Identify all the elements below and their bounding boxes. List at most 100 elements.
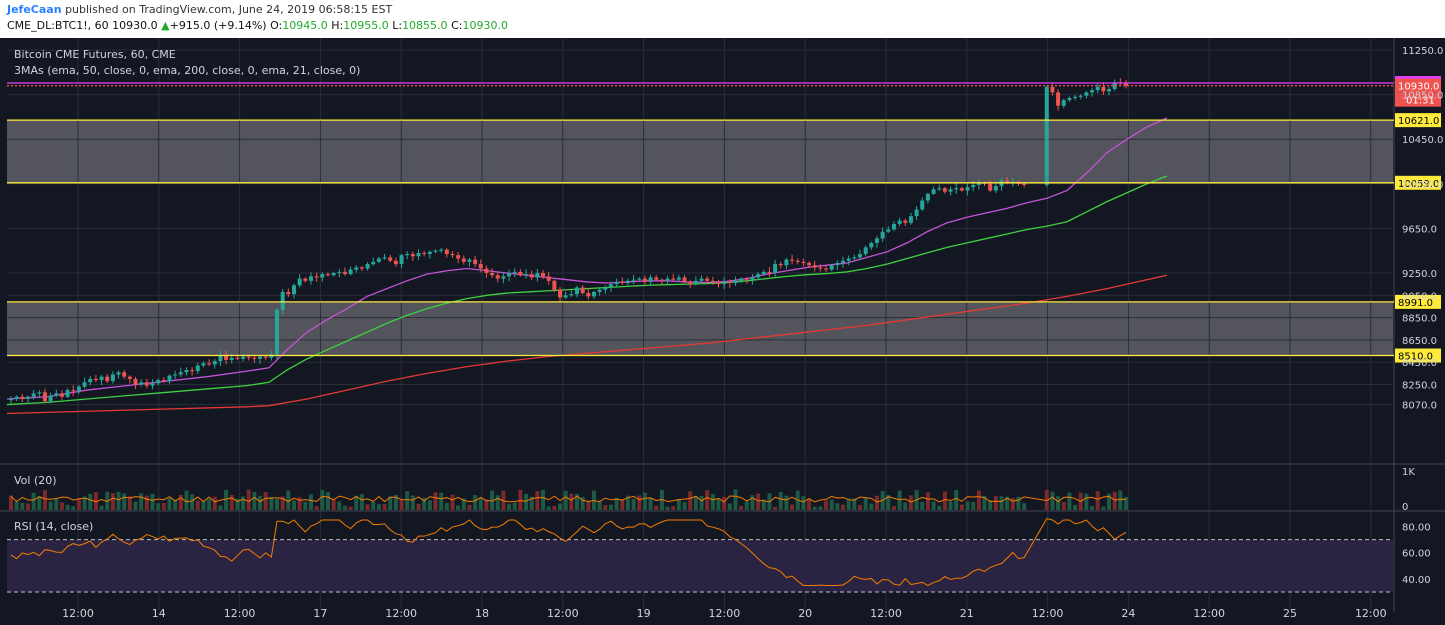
candle-body <box>490 273 495 276</box>
candle-body <box>427 251 432 255</box>
volume-bar <box>399 499 404 510</box>
level-badge-text: 10059.0 <box>1398 179 1439 190</box>
change-arrow: ▲ <box>161 19 170 32</box>
volume-bar <box>761 499 766 510</box>
candle-body <box>608 284 613 288</box>
close-value: 10930.0 <box>462 19 508 32</box>
volume-bar <box>750 495 755 510</box>
ema-50-line <box>6 175 1168 406</box>
volume-bar <box>303 501 308 510</box>
volume-bar <box>614 498 619 510</box>
candle-body <box>597 289 602 292</box>
author-name[interactable]: JefeCaan <box>7 3 62 16</box>
candle-body <box>671 278 676 280</box>
candle-body <box>450 254 455 256</box>
level-badge-3 <box>1395 175 1441 190</box>
volume-bar <box>308 494 313 510</box>
volume-bar <box>1095 491 1100 510</box>
volume-bar <box>801 496 806 510</box>
candle-body <box>337 271 342 273</box>
volume-bar <box>292 500 296 510</box>
levels-layer: 10954.010930.010621.010059.08991.08510.0… <box>7 76 1441 363</box>
volume-bar <box>388 496 393 510</box>
volume-bar <box>931 501 936 510</box>
candle-body <box>1101 86 1106 92</box>
volume-bar <box>863 497 868 510</box>
volume-bar <box>982 495 987 510</box>
volume-bar <box>942 491 947 510</box>
volume-bar <box>144 495 149 510</box>
candle-body <box>416 252 421 257</box>
candle-body <box>693 280 698 285</box>
volume-bar <box>722 496 727 510</box>
candle-body <box>858 254 862 258</box>
candle-body <box>235 357 240 359</box>
volume-bar <box>178 494 183 510</box>
volume-bar <box>42 490 47 510</box>
volume-bar <box>246 489 251 510</box>
candle-body <box>1078 95 1083 97</box>
volume-bar <box>161 503 166 510</box>
candle-body <box>795 260 800 262</box>
volume-bar <box>110 493 115 510</box>
candle-body <box>784 259 789 266</box>
volume-bar <box>710 493 715 510</box>
countdown-text: 01:31 <box>1406 96 1435 107</box>
candle-body <box>405 254 410 256</box>
candle-body <box>252 357 257 359</box>
volume-bar <box>558 503 563 510</box>
candle-body <box>739 278 744 281</box>
volume-bar <box>682 502 687 510</box>
candle-body <box>495 275 500 279</box>
chart-canvas[interactable]: 10954.010930.010621.010059.08991.08510.0… <box>0 38 1445 625</box>
candle-body <box>144 382 149 386</box>
volume-bar <box>671 506 676 510</box>
candle-body <box>110 374 115 382</box>
volume-bar <box>625 495 630 510</box>
volume-bar <box>925 492 930 510</box>
volume-bar <box>59 502 64 510</box>
volume-bar <box>127 496 132 510</box>
candle-body <box>25 396 30 399</box>
volume-bar <box>993 496 998 510</box>
candle-body <box>937 188 942 190</box>
candle-body <box>484 268 489 273</box>
volume-bar <box>156 503 161 510</box>
x-tick-label: 24 <box>1121 607 1135 620</box>
x-tick-label: 12:00 <box>1032 607 1064 620</box>
volume-bar <box>297 497 302 510</box>
volume-bar <box>524 493 529 510</box>
level-badge-text: 10621.0 <box>1398 116 1439 127</box>
candle-body <box>733 280 738 284</box>
x-tick-label: 12:00 <box>224 607 256 620</box>
candle-body <box>880 231 885 239</box>
candle-body <box>716 281 721 285</box>
candle-body <box>993 186 998 191</box>
candle-body <box>761 271 766 275</box>
candle-body <box>263 356 268 358</box>
candle-body <box>201 363 206 366</box>
volume-bar <box>433 492 438 510</box>
volume-bar <box>484 499 489 510</box>
rsi-label: RSI (14, close) <box>14 520 93 533</box>
volume-bar <box>133 501 138 510</box>
candle-body <box>931 189 936 194</box>
chart-header: JefeCaan published on TradingView.com, J… <box>0 0 1445 38</box>
volume-bar <box>410 495 415 510</box>
candle-body <box>246 356 251 358</box>
volume-tick-label: 0 <box>1402 502 1408 513</box>
volume-bar <box>371 501 376 510</box>
volume-bar <box>756 493 761 510</box>
candle-body <box>1095 86 1100 91</box>
volume-bar <box>637 495 642 510</box>
volume-bar <box>727 503 732 510</box>
volume-label: Vol (20) <box>14 474 57 487</box>
candle-body <box>139 382 144 385</box>
candle-body <box>99 376 104 381</box>
level-badge-text: 8991.0 <box>1398 298 1433 309</box>
candle-body <box>891 223 896 230</box>
candle-body <box>631 279 636 281</box>
candle-body <box>535 273 540 278</box>
rsi-tick-label: 60.00 <box>1402 549 1431 560</box>
candle-body <box>65 390 70 397</box>
